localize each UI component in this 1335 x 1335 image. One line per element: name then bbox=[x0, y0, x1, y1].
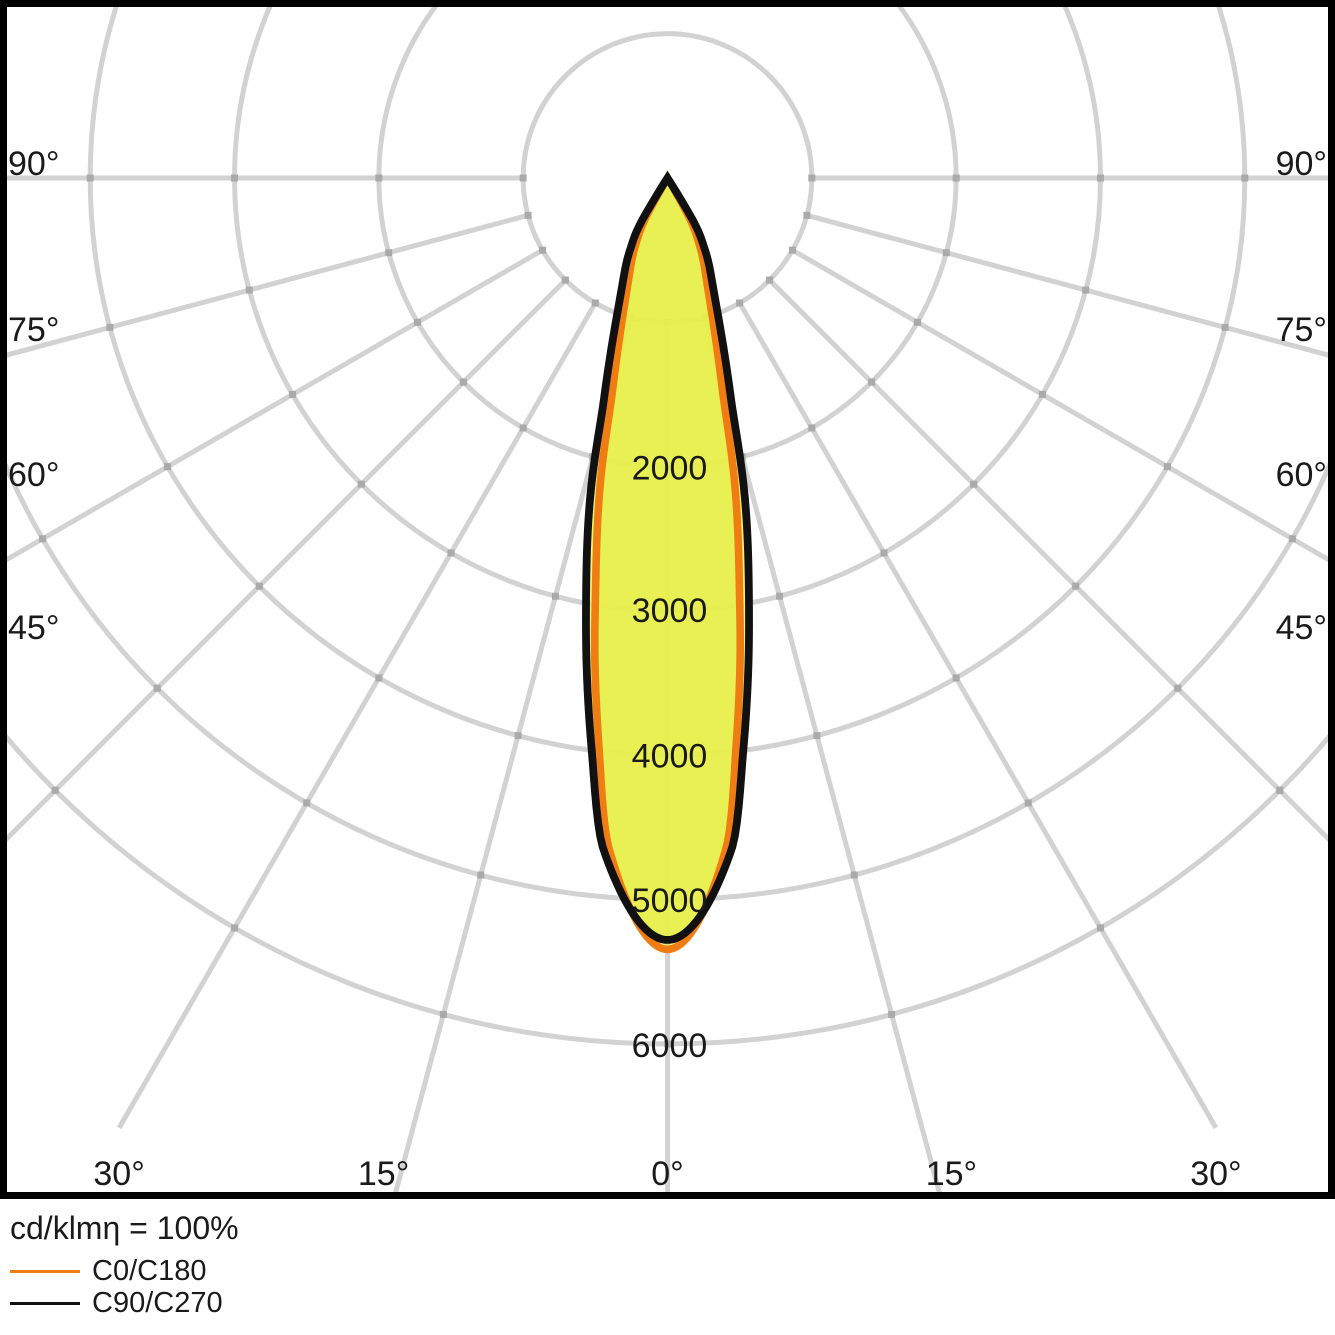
svg-text:60°: 60° bbox=[1276, 456, 1327, 494]
svg-text:90°: 90° bbox=[8, 145, 59, 183]
svg-text:30°: 30° bbox=[1190, 1155, 1241, 1193]
svg-text:0°: 0° bbox=[651, 1155, 684, 1193]
svg-text:45°: 45° bbox=[8, 609, 59, 647]
svg-text:6000: 6000 bbox=[632, 1027, 708, 1065]
svg-text:45°: 45° bbox=[1276, 609, 1327, 647]
svg-text:60°: 60° bbox=[8, 456, 59, 494]
svg-text:15°: 15° bbox=[926, 1155, 977, 1193]
svg-text:75°: 75° bbox=[1276, 311, 1327, 349]
svg-text:2000: 2000 bbox=[632, 450, 708, 488]
svg-text:5000: 5000 bbox=[632, 882, 708, 920]
svg-text:4000: 4000 bbox=[632, 737, 708, 775]
svg-text:75°: 75° bbox=[8, 311, 59, 349]
svg-text:15°: 15° bbox=[358, 1155, 409, 1193]
svg-text:90°: 90° bbox=[1276, 145, 1327, 183]
svg-text:3000: 3000 bbox=[632, 592, 708, 630]
svg-text:30°: 30° bbox=[93, 1155, 144, 1193]
